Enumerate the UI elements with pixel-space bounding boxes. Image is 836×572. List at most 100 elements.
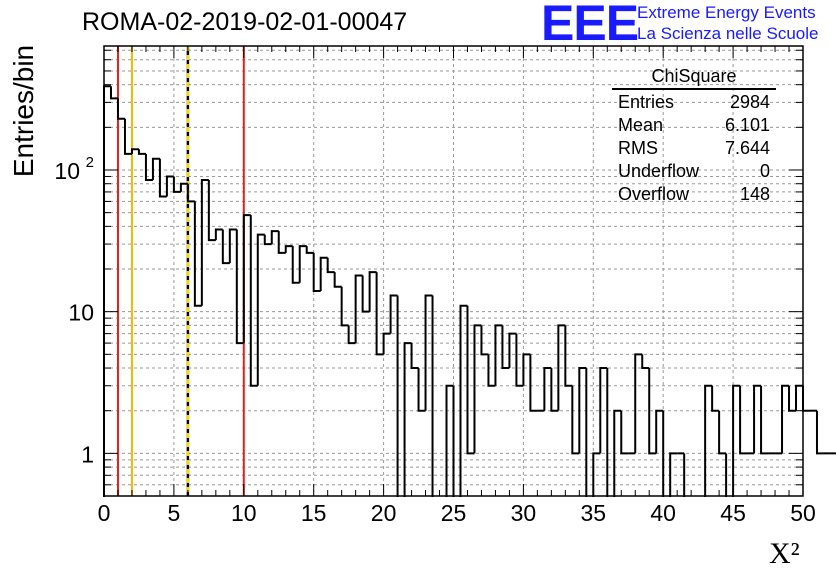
histogram-bin	[417, 368, 426, 412]
histogram-bin	[431, 295, 440, 507]
histogram-bin	[480, 325, 489, 356]
stats-row: Mean 6.101	[612, 114, 776, 137]
x-tick-label: 30	[511, 500, 537, 526]
histogram-bin	[403, 342, 412, 506]
y-tick-label: 10	[54, 158, 80, 184]
histogram-bin	[137, 149, 146, 155]
x-tick-label: 50	[790, 500, 816, 526]
x-tick-label: 40	[650, 500, 676, 526]
eee-logo: EEE	[541, 0, 639, 51]
histogram-bin	[648, 368, 657, 455]
histogram-bin	[284, 245, 293, 253]
histogram-bin	[305, 246, 314, 254]
histogram-bin	[606, 368, 615, 507]
stats-label: RMS	[618, 138, 658, 158]
histogram-bin	[599, 367, 608, 454]
histogram-bin	[382, 332, 391, 355]
histogram-bin	[298, 245, 307, 283]
histogram-bin	[319, 256, 328, 291]
histogram-bin	[732, 384, 741, 506]
stats-value: 148	[739, 184, 770, 204]
histogram-bin	[214, 228, 223, 241]
histogram-bin	[501, 325, 510, 370]
histogram-bin	[529, 354, 538, 412]
stats-value: 2984	[729, 92, 770, 112]
histogram-bin	[753, 384, 762, 454]
histogram-bin	[347, 325, 356, 345]
x-tick-label: 25	[441, 500, 467, 526]
histogram-bin	[711, 385, 720, 412]
histogram-bin	[193, 201, 202, 307]
y-axis-label: Entries/bin	[8, 44, 39, 178]
logo-text-line2: La Scienza nelle Scuole	[637, 24, 819, 43]
x-tick-label: 35	[581, 500, 607, 526]
histogram-bin	[781, 384, 790, 454]
stats-label: Overflow	[618, 184, 690, 204]
histogram-bin	[186, 183, 195, 203]
histogram-bin	[459, 304, 468, 506]
histogram-bin	[291, 246, 300, 284]
histogram-bin	[522, 353, 531, 386]
histogram-bin	[158, 158, 167, 198]
x-tick-label: 45	[720, 500, 746, 526]
histogram-bin	[452, 385, 461, 507]
x-tick-label: 10	[231, 500, 257, 526]
histogram-bin	[739, 385, 748, 455]
histogram-bin	[109, 86, 118, 100]
histogram-bin	[718, 410, 727, 455]
histogram-bin	[704, 384, 713, 506]
histogram-bin	[815, 410, 824, 455]
stats-value: 7.644	[724, 138, 770, 158]
histogram-bin	[277, 231, 286, 254]
y-tick-label: 1	[81, 441, 94, 467]
histogram-bin	[795, 384, 803, 411]
axis-ticks	[103, 46, 804, 496]
histogram-bin	[788, 385, 797, 412]
histogram-bin	[571, 385, 580, 455]
histogram-bin	[641, 354, 650, 370]
histogram-bin	[620, 410, 629, 455]
stats-value: 6.101	[724, 115, 770, 135]
y-tick-label-exponent: 2	[86, 154, 94, 171]
histogram-bin	[368, 271, 377, 312]
histogram-bin	[242, 214, 251, 344]
histogram-bin	[249, 215, 258, 387]
histogram-bin	[103, 85, 111, 506]
histogram-bin	[424, 294, 433, 411]
histogram-bin	[130, 148, 139, 154]
histogram-bin	[550, 368, 559, 412]
histogram-bin	[445, 384, 454, 506]
x-tick-label: 20	[371, 500, 397, 526]
histogram-bin	[389, 294, 398, 334]
histogram-bin	[340, 286, 349, 327]
histogram-bin	[228, 228, 237, 264]
histogram-bin	[270, 230, 279, 245]
histogram-bin	[200, 178, 209, 306]
x-tick-label: 15	[301, 500, 327, 526]
histogram-bin	[263, 234, 272, 246]
stats-label: Underflow	[618, 161, 700, 181]
x-tick-label: 5	[168, 500, 181, 526]
histogram-bin	[613, 409, 622, 506]
histogram-bin	[256, 233, 265, 386]
histogram-bin	[557, 324, 566, 411]
histogram-bin	[487, 354, 496, 387]
histogram-bin	[172, 176, 181, 193]
histogram-bin	[179, 182, 188, 192]
histogram-bin	[165, 175, 174, 197]
histogram-bin	[326, 257, 335, 274]
histogram-bin	[410, 343, 419, 370]
histogram-bin	[802, 385, 810, 412]
histogram-bin	[144, 153, 153, 181]
histogram-bin	[634, 353, 643, 454]
histogram-bin	[578, 367, 587, 454]
stats-label: Entries	[618, 92, 675, 112]
histogram-bin	[655, 409, 664, 454]
stats-row: Underflow 0	[612, 160, 776, 183]
stats-row: RMS 7.644	[612, 137, 776, 160]
histogram-bin	[585, 368, 594, 507]
stats-title: ChiSquare	[612, 66, 776, 90]
stats-row: Entries 2984	[612, 91, 776, 114]
histogram-bin	[466, 305, 475, 455]
